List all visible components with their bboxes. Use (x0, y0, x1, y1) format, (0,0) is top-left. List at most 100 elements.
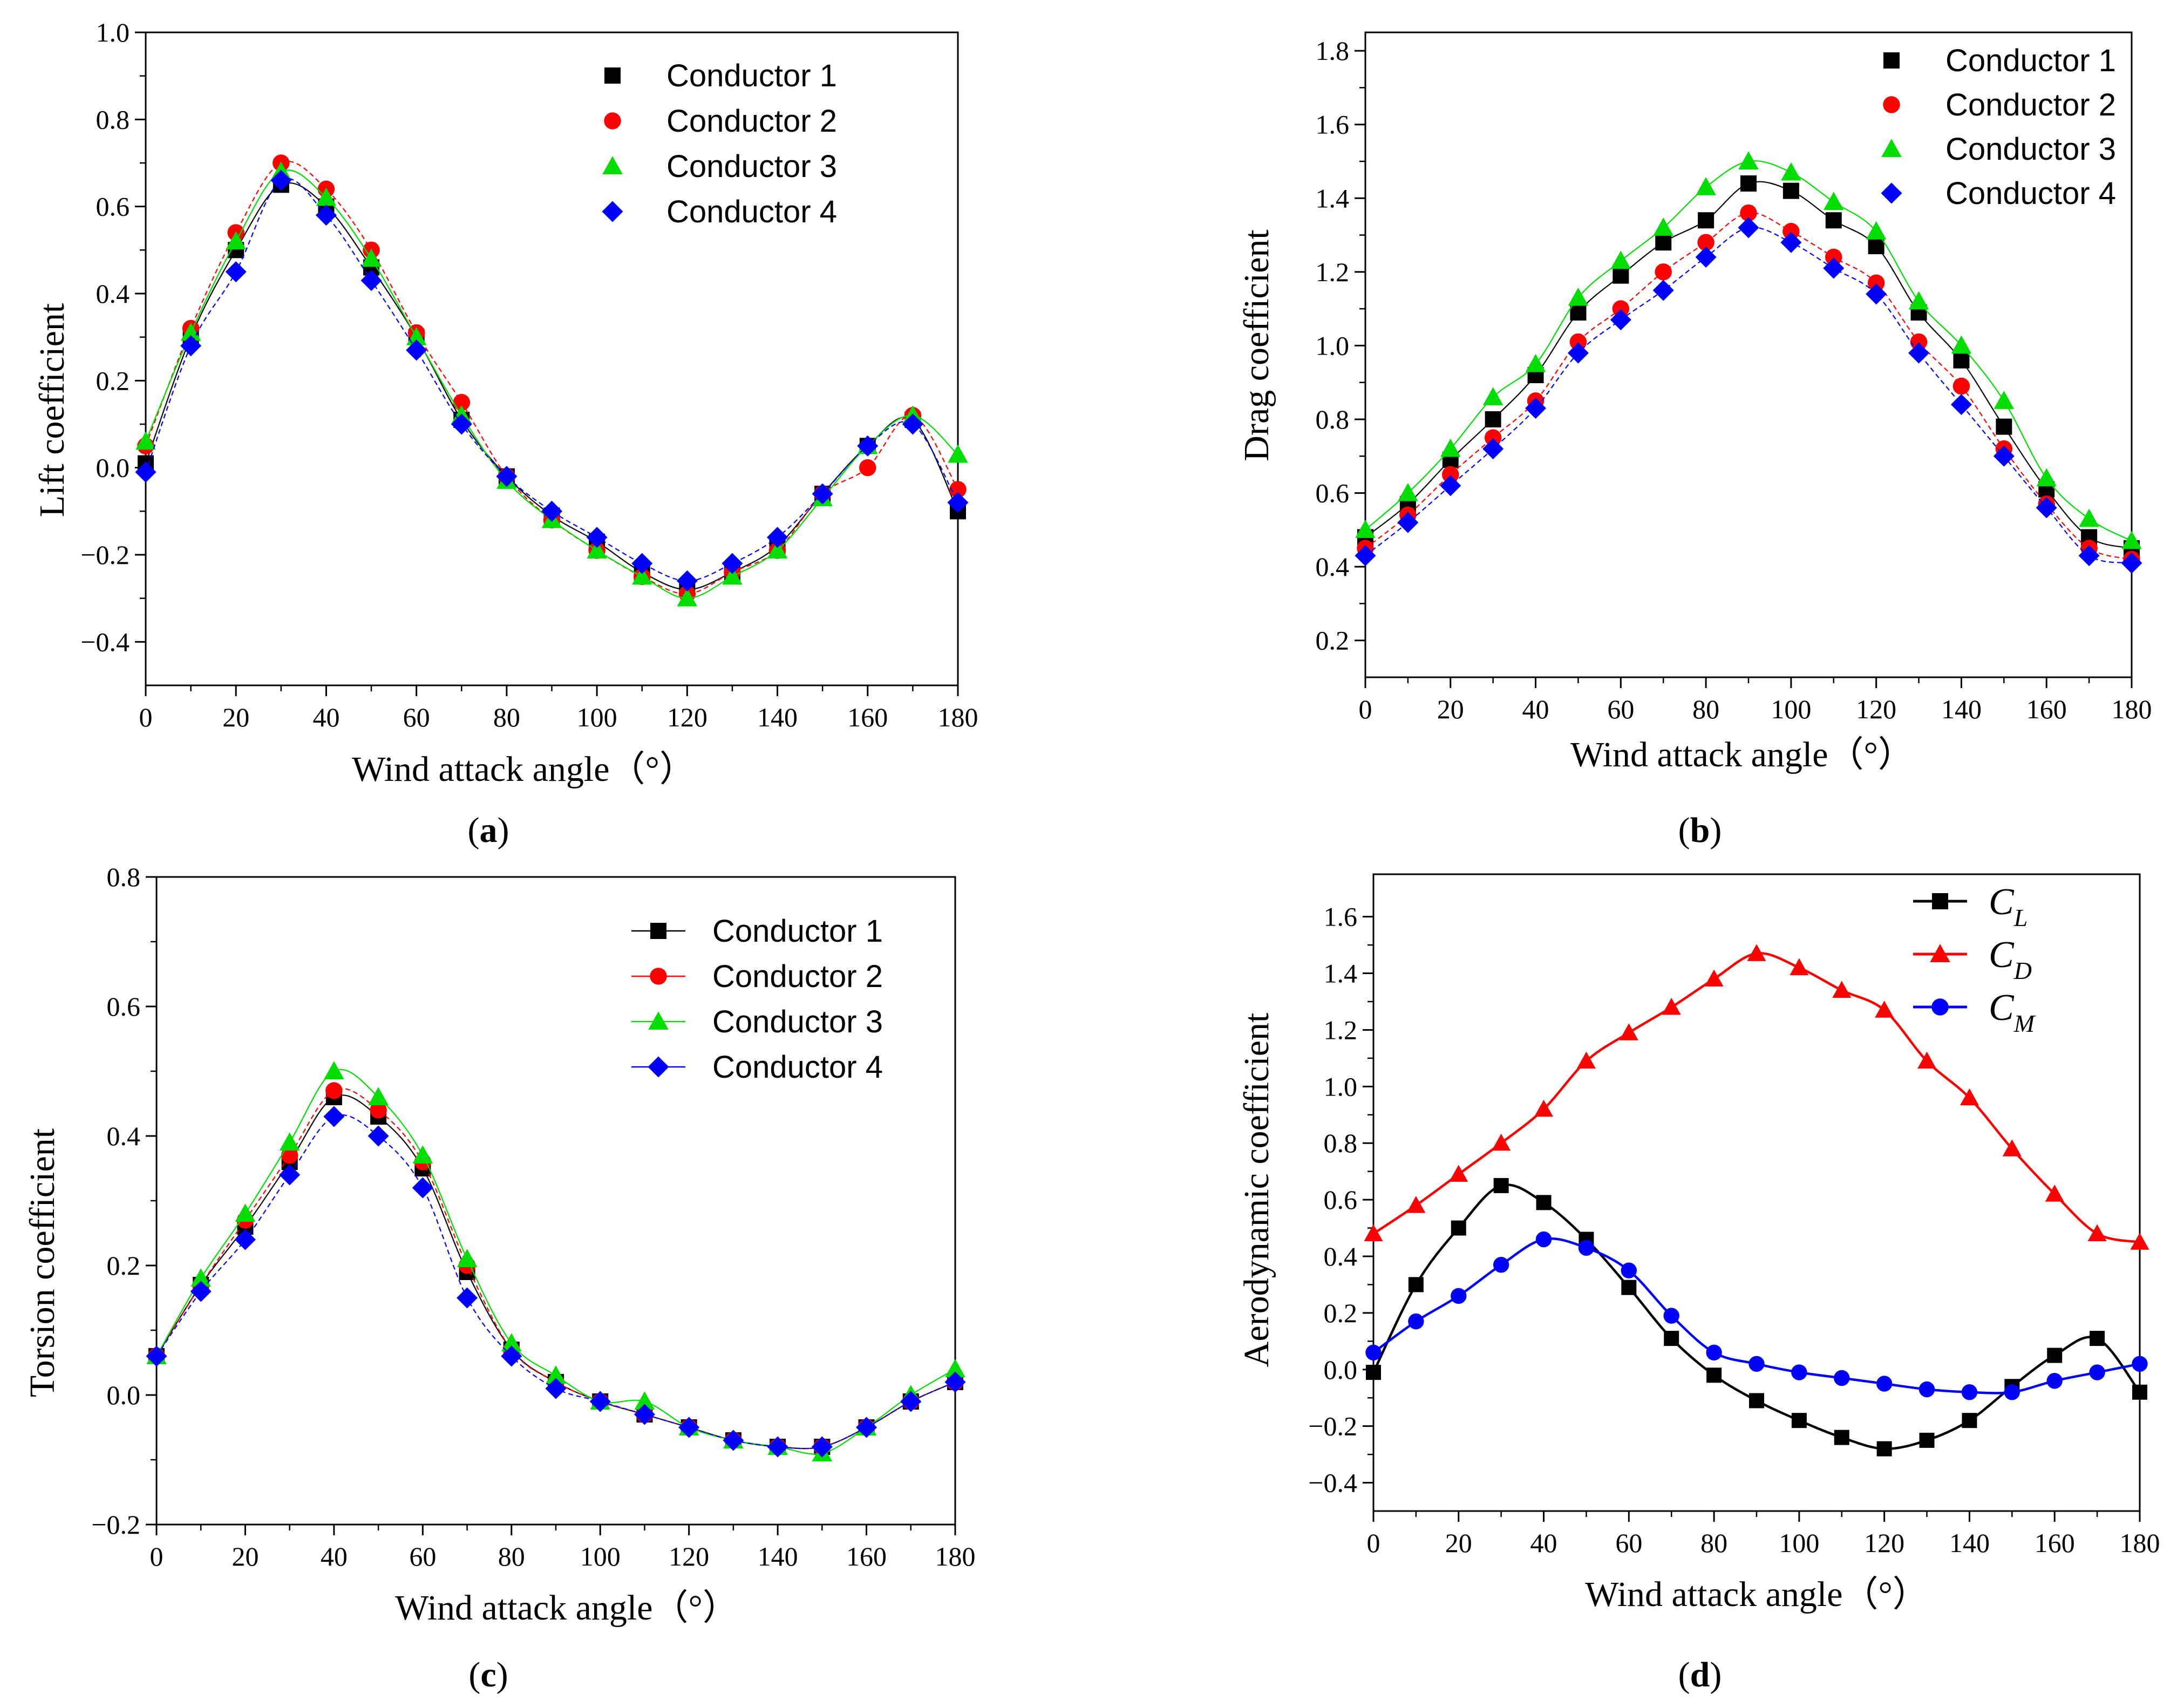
data-point (2087, 1224, 2107, 1242)
legend-label: Conductor 2 (712, 959, 883, 994)
data-point (1908, 342, 1930, 364)
data-point (406, 339, 427, 361)
data-point (1484, 429, 1502, 446)
data-point (2045, 1185, 2064, 1202)
legend-marker (648, 1011, 669, 1030)
data-point (279, 1132, 300, 1151)
data-point (1569, 333, 1587, 351)
data-point (270, 169, 292, 191)
data-point (1355, 520, 1376, 538)
y-tick-label: 1.2 (1316, 257, 1350, 287)
data-point (1578, 1240, 1595, 1256)
data-point (1698, 212, 1714, 229)
data-point (2079, 508, 2099, 527)
data-point (226, 231, 246, 250)
data-point (1653, 217, 1673, 236)
x-tick-label: 60 (403, 702, 430, 732)
data-point (2132, 1356, 2148, 1372)
data-point (859, 459, 876, 477)
data-point (676, 570, 698, 591)
data-point (360, 270, 382, 291)
data-point (2036, 497, 2057, 519)
data-point (1823, 257, 1845, 279)
x-tick-label: 120 (669, 1541, 709, 1571)
data-point (1832, 981, 1852, 998)
data-point (1825, 248, 1842, 266)
panel-label-d: (d) (1678, 1655, 1722, 1695)
data-point (722, 553, 743, 574)
y-tick-label: 0.4 (107, 1121, 141, 1151)
legend: Conductor 1 Conductor 2 Conductor 3 Conduct… (631, 914, 883, 1085)
data-point (1834, 1430, 1849, 1445)
data-point (1824, 192, 1844, 210)
data-point (1747, 944, 1766, 961)
legend-label: CD (1989, 934, 2032, 984)
data-point (1748, 1356, 1765, 1372)
data-point (1781, 162, 1801, 181)
data-point (1961, 1384, 1978, 1400)
data-point (1834, 1370, 1850, 1386)
data-point (453, 393, 471, 411)
data-point (1525, 398, 1547, 419)
panel-letter-a: a (480, 811, 498, 850)
data-point (1365, 1344, 1382, 1361)
x-tick-label: 180 (2120, 1528, 2160, 1558)
data-point (812, 483, 833, 505)
data-point (587, 540, 607, 559)
y-tick-label: 0.6 (107, 991, 141, 1022)
data-point (767, 527, 788, 548)
y-tick-label: 0.2 (1324, 1298, 1358, 1328)
data-point (451, 413, 472, 435)
data-point (1780, 232, 1802, 253)
data-point (501, 1345, 522, 1367)
panel-c: 0 20 40 60 80 100 120 140 160 180 −0.2 0.0 0.2 0.4 0.6… (23, 862, 976, 1695)
data-point (1621, 1280, 1637, 1295)
x-tick-label: 180 (2112, 694, 2152, 724)
data-point (631, 553, 653, 574)
data-point (2002, 1139, 2022, 1156)
y-tick-label: 1.4 (1316, 183, 1350, 213)
data-point (811, 1436, 833, 1458)
legend-marker (650, 923, 666, 939)
data-point (1364, 1224, 1383, 1242)
x-tick-label: 100 (577, 702, 617, 732)
legend-label: Conductor 3 (712, 1004, 883, 1039)
data-point (1825, 212, 1842, 229)
panel-label-c: (c) (468, 1655, 508, 1695)
legend-label: Conductor 4 (712, 1050, 883, 1085)
y-tick-label: 0.6 (1316, 478, 1350, 508)
x-tick-label: 60 (409, 1541, 436, 1571)
data-point (1451, 1288, 1467, 1304)
data-point (856, 1417, 877, 1438)
x-tick-label: 160 (847, 702, 888, 732)
data-point (315, 205, 337, 226)
legend-label: CL (1989, 881, 2027, 931)
data-point (546, 1365, 566, 1384)
data-point (1451, 1220, 1466, 1236)
lift-chart: 0 20 40 60 80 100 120 140 160 180 −0.4 −0.2 0.0 0.2 0.… (80, 17, 978, 732)
y-tick-label: 0.4 (96, 278, 130, 309)
x-tick-label: 140 (757, 702, 798, 732)
legend-label: Conductor 4 (666, 194, 837, 229)
data-point (1493, 1178, 1509, 1193)
x-axis-title-b: Wind attack angle（°） (1570, 735, 1914, 774)
data-point (1696, 177, 1716, 195)
x-tick-label: 160 (2026, 694, 2067, 724)
x-tick-label: 180 (938, 702, 978, 732)
y-tick-label: −0.2 (1308, 1411, 1357, 1441)
data-point (1704, 969, 1724, 987)
legend: Conductor 1 Conductor 2 Conductor 3 Conduct… (1881, 43, 2116, 211)
data-point (1619, 1023, 1638, 1040)
data-point (1866, 283, 1887, 305)
data-point (1791, 1413, 1807, 1428)
data-point (1740, 204, 1757, 222)
data-point (1951, 335, 1972, 354)
y-tick-label: 1.8 (1316, 36, 1350, 66)
data-point (900, 1391, 922, 1412)
y-axis-title-a: Lift coefficient (32, 303, 72, 517)
torsion-chart: 0 20 40 60 80 100 120 140 160 180 −0.2 0.0 0.2 0.4 0.6… (91, 862, 975, 1571)
data-point (589, 1391, 611, 1412)
x-tick-label: 0 (1367, 1528, 1380, 1558)
data-point (1996, 418, 2012, 435)
